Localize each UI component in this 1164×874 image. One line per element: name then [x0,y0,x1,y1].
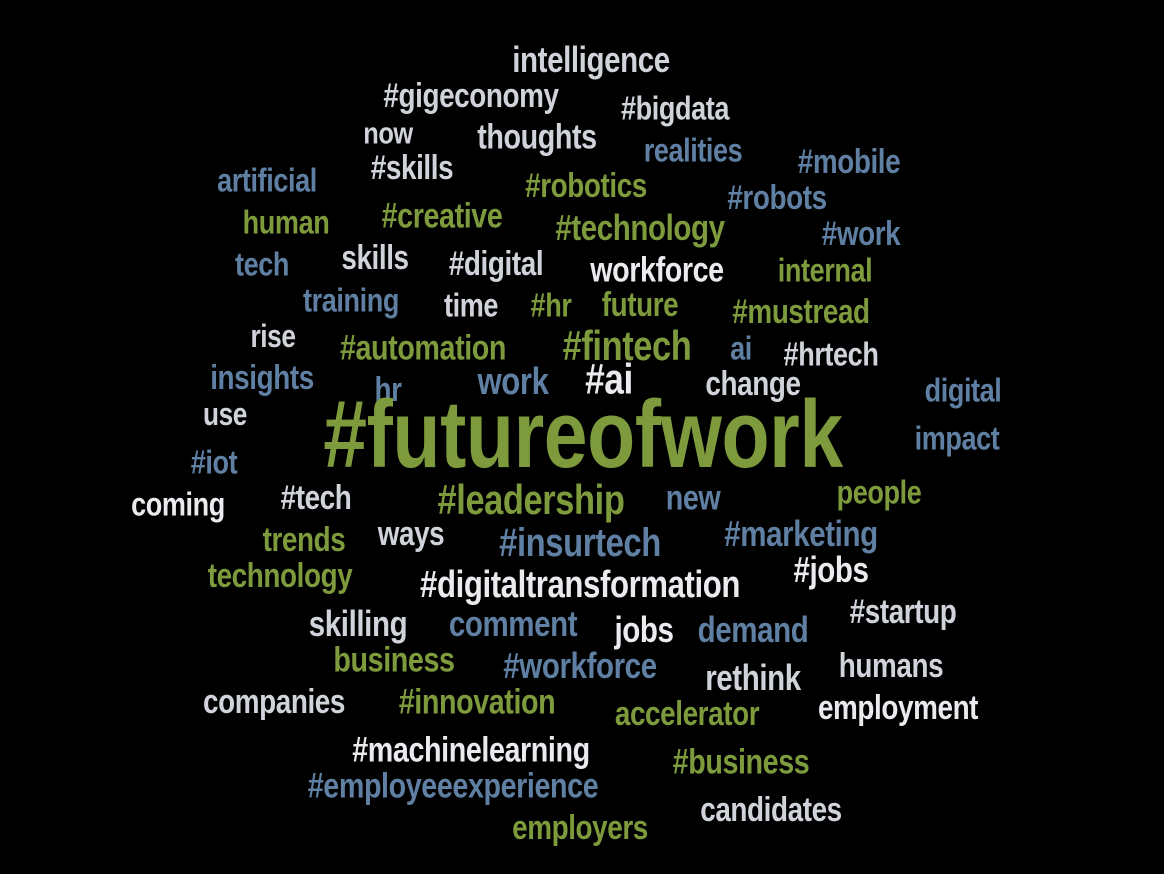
cloud-word: now [363,115,413,151]
cloud-word: coming [131,485,225,523]
cloud-word: use [203,396,247,432]
cloud-word: skills [341,239,409,277]
cloud-word: artificial [217,161,317,199]
cloud-word: technology [207,557,353,595]
cloud-word: human [242,203,330,241]
cloud-word: time [443,286,499,324]
cloud-word: #skills [370,149,454,187]
cloud-word: #startup [849,593,957,631]
cloud-word: #automation [339,328,507,368]
cloud-word: #robotics [525,167,647,205]
cloud-word: thoughts [477,117,597,157]
cloud-word: #insurtech [499,521,661,565]
cloud-word: #robots [727,179,827,217]
cloud-word: skilling [308,603,408,644]
cloud-word: #machinelearning [352,730,590,770]
cloud-word: training [303,281,399,319]
cloud-word: rise [250,318,296,354]
cloud-word: companies [203,683,345,721]
cloud-word: insights [210,359,314,397]
cloud-word: #futureofwork [323,381,843,488]
cloud-word: #digitaltransformation [420,564,740,606]
cloud-word: humans [838,647,944,685]
cloud-word: comment [448,603,578,644]
cloud-word: trends [262,521,346,559]
cloud-word: candidates [700,791,842,829]
cloud-word: #marketing [724,513,878,554]
cloud-word: hr [374,371,402,409]
cloud-word: new [665,478,721,518]
cloud-word: digital [924,371,1002,409]
cloud-word: intelligence [512,39,670,80]
cloud-word: #mobile [797,143,901,181]
cloud-word: employers [512,809,648,847]
cloud-word: #jobs [793,549,869,590]
cloud-word: #digital [448,245,544,283]
cloud-word: change [705,365,801,403]
cloud-word: #hr [530,286,572,324]
cloud-word: #fintech [562,322,692,369]
cloud-word: #employeeexperience [307,766,599,806]
cloud-word: people [836,473,922,511]
cloud-word: realities [643,131,743,169]
cloud-word: #hrtech [783,335,879,373]
cloud-word: #creative [381,196,503,236]
cloud-word: ai [730,329,752,367]
cloud-word: #workforce [503,645,657,686]
cloud-word: #mustread [732,293,870,331]
cloud-word: #leadership [437,476,625,523]
cloud-word: tech [234,245,290,283]
cloud-word: #iot [190,443,238,481]
cloud-word: #ai [585,355,633,404]
cloud-word: work [477,361,549,403]
cloud-word: rethink [705,657,801,698]
cloud-word: internal [777,251,873,289]
cloud-word: ways [377,515,445,553]
cloud-word: #tech [280,479,352,517]
cloud-word: #technology [555,207,725,248]
cloud-word: #bigdata [621,89,729,127]
cloud-word: accelerator [614,695,760,733]
cloud-word: #gigeconomy [383,77,559,115]
cloud-word: future [601,286,679,324]
cloud-word: jobs [614,609,674,650]
cloud-word: demand [697,609,809,650]
cloud-word: #innovation [398,682,556,722]
cloud-word: #work [821,215,901,253]
cloud-word: #business [672,742,810,782]
cloud-word: business [333,640,455,680]
cloud-word: employment [817,689,979,727]
cloud-word: impact [914,419,1000,457]
cloud-word: workforce [590,250,724,290]
